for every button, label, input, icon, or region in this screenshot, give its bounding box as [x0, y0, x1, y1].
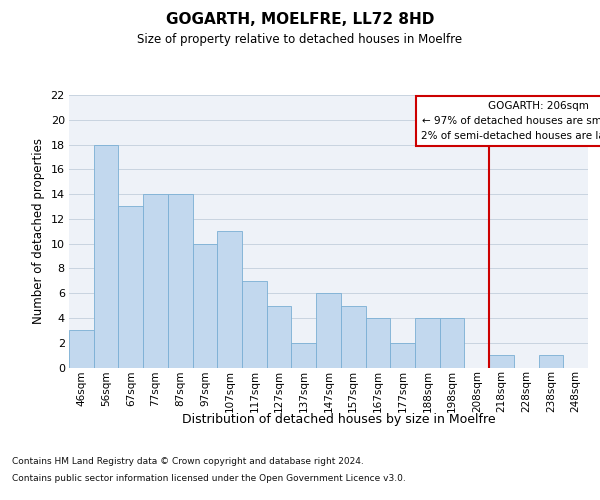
Bar	[440, 318, 464, 368]
Text: Distribution of detached houses by size in Moelfre: Distribution of detached houses by size …	[182, 412, 496, 426]
Bar	[292, 342, 316, 367]
Bar	[316, 293, 341, 368]
Bar	[118, 206, 143, 368]
Text: GOGARTH, MOELFRE, LL72 8HD: GOGARTH, MOELFRE, LL72 8HD	[166, 12, 434, 28]
Bar	[193, 244, 217, 368]
Text: GOGARTH: 206sqm
← 97% of detached houses are smaller (119)
2% of semi-detached h: GOGARTH: 206sqm ← 97% of detached houses…	[421, 101, 600, 141]
Bar	[94, 144, 118, 368]
Bar	[168, 194, 193, 368]
Text: Contains public sector information licensed under the Open Government Licence v3: Contains public sector information licen…	[12, 474, 406, 483]
Bar	[415, 318, 440, 368]
Bar	[69, 330, 94, 368]
Text: Contains HM Land Registry data © Crown copyright and database right 2024.: Contains HM Land Registry data © Crown c…	[12, 458, 364, 466]
Bar	[390, 342, 415, 367]
Bar	[489, 355, 514, 368]
Bar	[365, 318, 390, 368]
Bar	[217, 231, 242, 368]
Y-axis label: Number of detached properties: Number of detached properties	[32, 138, 45, 324]
Bar	[341, 306, 365, 368]
Bar	[242, 281, 267, 368]
Bar	[143, 194, 168, 368]
Text: Size of property relative to detached houses in Moelfre: Size of property relative to detached ho…	[137, 32, 463, 46]
Bar	[539, 355, 563, 368]
Bar	[267, 306, 292, 368]
